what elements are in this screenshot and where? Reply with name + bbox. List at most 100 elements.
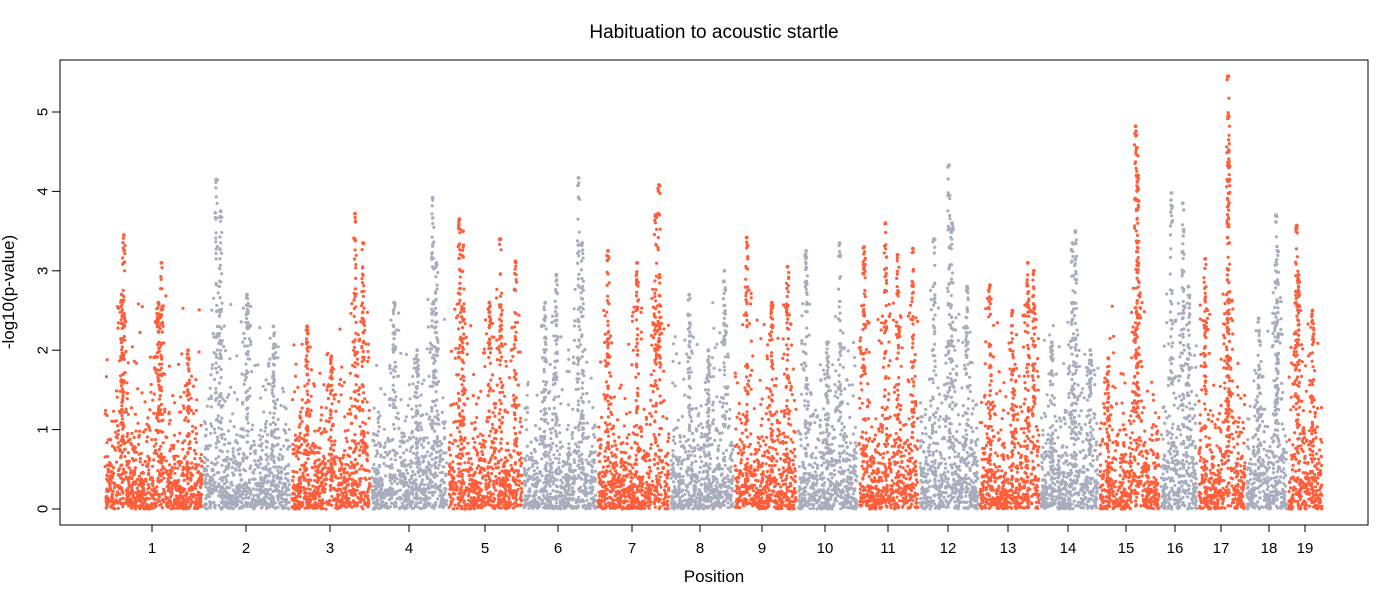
peak-point (498, 237, 503, 241)
data-point (428, 422, 432, 426)
data-point (169, 494, 173, 499)
data-point (245, 326, 249, 330)
data-point (115, 395, 119, 399)
data-point (352, 487, 356, 492)
data-point (462, 379, 466, 383)
data-point (393, 479, 397, 483)
data-point (189, 396, 193, 400)
data-point (388, 465, 392, 469)
data-point (217, 485, 221, 489)
data-point (216, 291, 220, 295)
data-point (398, 478, 402, 482)
data-point (203, 461, 207, 465)
data-point (460, 325, 465, 330)
data-point (252, 439, 256, 443)
data-point (354, 266, 358, 270)
data-point (403, 463, 407, 467)
data-point (193, 500, 197, 504)
data-point (313, 429, 317, 433)
data-point (306, 392, 310, 397)
data-point (236, 490, 240, 495)
data-point (504, 488, 508, 492)
data-point (570, 489, 575, 493)
data-point (490, 472, 494, 476)
data-point (375, 363, 379, 367)
data-point (260, 448, 264, 452)
data-point (187, 505, 191, 509)
data-point (483, 439, 487, 443)
data-point (291, 442, 295, 446)
data-point (307, 450, 311, 454)
data-point (375, 449, 379, 453)
data-point (186, 432, 191, 436)
data-point (435, 320, 439, 324)
data-point (238, 447, 242, 451)
data-points (103, 74, 1324, 511)
data-point (387, 397, 391, 402)
data-point (157, 480, 161, 484)
data-point (346, 412, 350, 416)
data-point (154, 428, 158, 432)
data-point (411, 374, 415, 379)
data-point (126, 439, 130, 443)
data-point (161, 430, 165, 434)
data-point (448, 453, 452, 457)
data-point (316, 446, 321, 450)
data-point (212, 296, 216, 300)
data-point (163, 410, 167, 414)
data-point (364, 422, 368, 426)
data-point (447, 505, 451, 509)
data-point (125, 381, 129, 385)
data-point (438, 471, 442, 475)
data-point (551, 314, 555, 318)
data-point (235, 484, 239, 488)
data-point (496, 461, 500, 465)
data-point (435, 287, 439, 291)
data-point (328, 488, 332, 492)
data-point (129, 443, 134, 447)
data-point (329, 474, 334, 478)
data-point (285, 493, 289, 497)
data-point (393, 347, 397, 352)
data-point (490, 453, 495, 457)
data-point (126, 432, 130, 436)
data-point (354, 383, 358, 387)
data-point (219, 376, 223, 380)
data-point (124, 407, 128, 411)
data-point (219, 419, 223, 424)
data-point (189, 409, 193, 413)
data-point (431, 399, 435, 403)
data-point (353, 365, 357, 369)
data-point (351, 363, 355, 367)
data-point (470, 421, 474, 425)
data-point (136, 302, 140, 306)
data-point (372, 406, 376, 410)
data-point (219, 367, 223, 372)
data-point (345, 493, 349, 497)
data-point (355, 503, 359, 508)
data-point (170, 465, 174, 470)
data-point (214, 236, 218, 240)
data-point (255, 500, 259, 505)
data-point (458, 248, 462, 252)
data-point (214, 186, 218, 190)
data-point (145, 435, 149, 439)
data-point (512, 449, 516, 453)
data-point (152, 444, 156, 448)
data-point (350, 302, 354, 306)
data-point (277, 501, 282, 505)
data-point (392, 325, 396, 329)
data-point (404, 352, 409, 356)
data-point (304, 493, 308, 498)
data-point (514, 396, 518, 400)
data-point (245, 398, 249, 402)
data-point (579, 471, 584, 475)
peak-point (159, 261, 164, 265)
data-point (499, 458, 503, 462)
data-point (311, 493, 315, 497)
data-point (103, 455, 107, 459)
data-point (441, 465, 445, 469)
data-point (193, 505, 197, 509)
data-point (256, 482, 260, 486)
data-point (219, 493, 224, 497)
